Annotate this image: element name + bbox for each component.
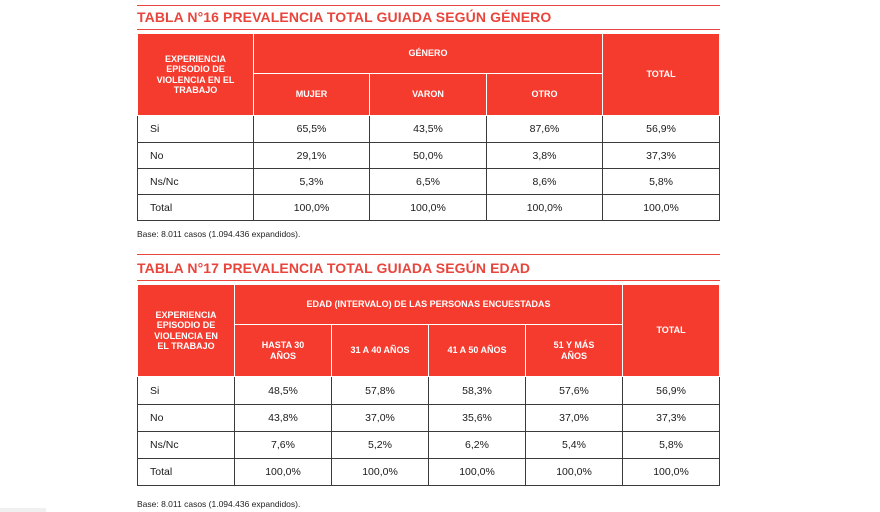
table16-group-header: GÉNERO — [252, 33, 604, 74]
table17-title: TABLA N°17 PREVALENCIA TOTAL GUIADA SEGÚ… — [137, 260, 531, 276]
cell: 43,8% — [234, 404, 332, 432]
cell: 6,5% — [369, 168, 487, 195]
total-cell: 5,8% — [622, 431, 721, 459]
cell: 50,0% — [369, 142, 487, 169]
cell: 37,0% — [331, 404, 429, 432]
table-row: Total 100,0% 100,0% 100,0% 100,0% — [137, 194, 721, 221]
cell: 100,0% — [485, 194, 604, 221]
top-rule — [137, 5, 720, 6]
table16-base-note: Base: 8.011 casos (1.094.436 expandidos)… — [137, 229, 301, 239]
table-row: No 43,8% 37,0% 35,6% 37,0% 37,3% — [137, 404, 721, 432]
cell: 3,8% — [485, 142, 604, 169]
total-cell: 100,0% — [602, 194, 721, 221]
cell: 48,5% — [234, 376, 332, 405]
table-row: Ns/Nc 5,3% 6,5% 8,6% 5,8% — [137, 168, 721, 195]
table16: EXPERIENCIA EPISODIO DE VIOLENCIA EN EL … — [137, 33, 721, 221]
total-cell: 5,8% — [602, 168, 721, 195]
table17-col-header: 41 A 50 AÑOS — [428, 324, 526, 377]
table-row: Total 100,0% 100,0% 100,0% 100,0% 100,0% — [137, 458, 721, 486]
table-row: Si 48,5% 57,8% 58,3% 57,6% 56,9% — [137, 376, 721, 405]
cell: 57,8% — [331, 376, 429, 405]
cell: 37,0% — [524, 404, 624, 432]
table17-title-rule — [137, 280, 720, 281]
cell: 100,0% — [331, 458, 429, 486]
table17-total-header: TOTAL — [622, 284, 721, 377]
table-row: Ns/Nc 7,6% 5,2% 6,2% 5,4% 5,8% — [137, 431, 721, 459]
table16-col-header: MUJER — [253, 73, 370, 116]
cell: 100,0% — [524, 458, 624, 486]
cell: 8,6% — [485, 168, 604, 195]
row-label: Si — [137, 115, 254, 143]
cell: 6,2% — [428, 431, 526, 459]
table-row: No 29,1% 50,0% 3,8% 37,3% — [137, 142, 721, 169]
cell: 87,6% — [485, 115, 604, 143]
table17: EXPERIENCIA EPISODIO DE VIOLENCIA EN EL … — [137, 284, 721, 486]
row-label: Ns/Nc — [137, 431, 235, 459]
cell: 29,1% — [253, 142, 370, 169]
row-label: Ns/Nc — [137, 168, 254, 195]
table16-row-header: EXPERIENCIA EPISODIO DE VIOLENCIA EN EL … — [137, 33, 254, 116]
table17-col-header: HASTA 30 AÑOS — [234, 324, 332, 377]
cell: 100,0% — [234, 458, 332, 486]
cell: 58,3% — [428, 376, 526, 405]
table16-title: TABLA N°16 PREVALENCIA TOTAL GUIADA SEGÚ… — [137, 9, 552, 25]
row-label: Total — [137, 458, 235, 486]
table16-total-header: TOTAL — [602, 33, 721, 116]
table16-col-header: VARON — [369, 73, 487, 116]
page-edge-bar — [0, 508, 46, 512]
row-label: No — [137, 142, 254, 169]
table16-title-rule — [137, 29, 720, 30]
total-cell: 100,0% — [622, 458, 721, 486]
cell: 35,6% — [428, 404, 526, 432]
table17-row-header: EXPERIENCIA EPISODIO DE VIOLENCIA EN EL … — [137, 284, 235, 377]
cell: 57,6% — [524, 376, 624, 405]
table-row: Si 65,5% 43,5% 87,6% 56,9% — [137, 115, 721, 143]
total-cell: 37,3% — [622, 404, 721, 432]
cell: 43,5% — [369, 115, 487, 143]
section-rule — [137, 254, 720, 255]
table17-base-note: Base: 8.011 casos (1.094.436 expandidos)… — [137, 499, 301, 509]
cell: 5,3% — [253, 168, 370, 195]
row-label: No — [137, 404, 235, 432]
table17-col-header: 31 A 40 AÑOS — [331, 324, 429, 377]
cell: 100,0% — [369, 194, 487, 221]
total-cell: 56,9% — [602, 115, 721, 143]
cell: 100,0% — [253, 194, 370, 221]
cell: 5,4% — [524, 431, 624, 459]
table17-col-header: 51 Y MÁS AÑOS — [524, 324, 624, 377]
total-cell: 56,9% — [622, 376, 721, 405]
cell: 100,0% — [428, 458, 526, 486]
cell: 5,2% — [331, 431, 429, 459]
row-label: Total — [137, 194, 254, 221]
table17-group-header: EDAD (INTERVALO) DE LAS PERSONAS ENCUEST… — [233, 284, 624, 325]
cell: 7,6% — [234, 431, 332, 459]
table16-col-header: OTRO — [485, 73, 604, 116]
total-cell: 37,3% — [602, 142, 721, 169]
row-label: Si — [137, 376, 235, 405]
cell: 65,5% — [253, 115, 370, 143]
